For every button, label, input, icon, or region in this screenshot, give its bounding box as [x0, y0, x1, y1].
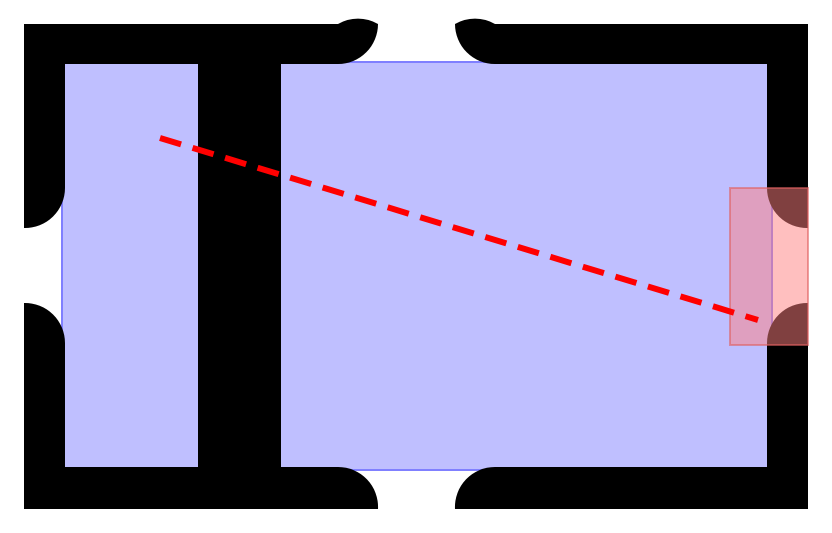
goal-region: [729, 187, 809, 346]
wall-divider: [198, 60, 281, 472]
room-region: [61, 61, 773, 471]
path-line: [159, 135, 759, 323]
